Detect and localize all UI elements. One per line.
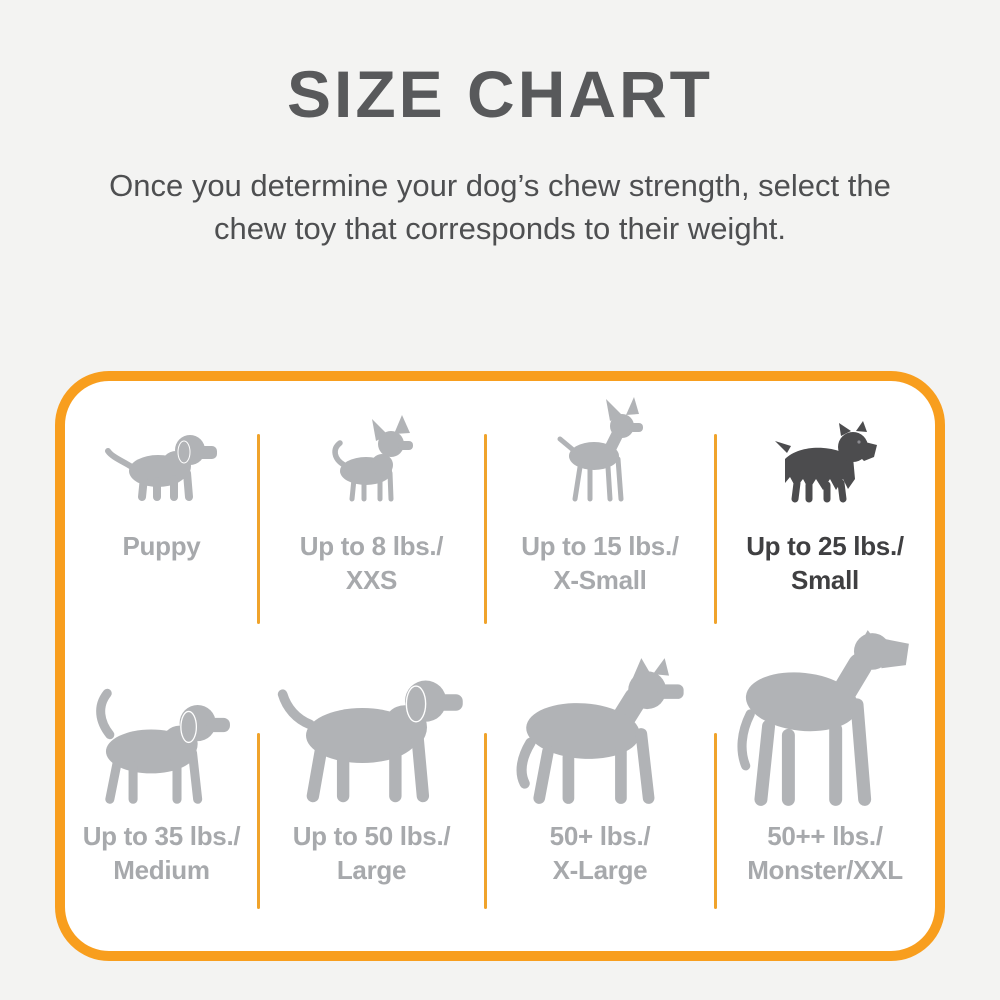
- x-small-dog-icon: [554, 395, 646, 503]
- size-cell-large: Up to 50 lbs./ Large: [258, 631, 485, 951]
- size-cell-small: Up to 25 lbs./ Small: [715, 381, 935, 631]
- size-label: 50+ lbs./ X-Large: [549, 821, 651, 885]
- x-large-dog-icon: [513, 655, 688, 807]
- size-label: 50++ lbs./ Monster/XXL: [747, 821, 903, 885]
- column-divider: [714, 733, 717, 909]
- size-cell-monster-xxl: 50++ lbs./ Monster/XXL: [715, 630, 935, 951]
- size-label: Up to 50 lbs./ Large: [292, 821, 451, 885]
- size-cell-xxs: Up to 8 lbs./ XXS: [258, 381, 485, 631]
- column-divider: [714, 434, 717, 624]
- size-label: Up to 35 lbs./ Medium: [82, 821, 241, 885]
- size-chart-grid: Puppy: [65, 381, 935, 951]
- column-divider: [257, 434, 260, 624]
- page-title: SIZE CHART: [287, 57, 713, 131]
- size-cell-puppy: Puppy: [65, 381, 258, 631]
- column-divider: [484, 733, 487, 909]
- size-chart-card: Puppy: [55, 371, 945, 961]
- column-divider: [484, 434, 487, 624]
- chihuahua-icon: [328, 413, 416, 503]
- size-label: Up to 25 lbs./ Small: [746, 531, 904, 595]
- subtitle-line-1: Once you determine your dog’s chew stren…: [109, 168, 891, 203]
- size-cell-x-large: 50+ lbs./ X-Large: [485, 631, 715, 951]
- beagle-medium-dog-icon: [89, 683, 234, 807]
- size-cell-medium: Up to 35 lbs./ Medium: [65, 631, 258, 951]
- page-subtitle: Once you determine your dog’s chew stren…: [0, 164, 1000, 250]
- size-label: Puppy: [122, 531, 201, 561]
- small-terrier-icon: [771, 419, 879, 503]
- puppy-icon: [104, 431, 220, 503]
- size-label: Up to 15 lbs./ X-Small: [521, 531, 679, 595]
- monster-xxl-dog-icon: [735, 624, 915, 807]
- size-cell-x-small: Up to 15 lbs./ X-Small: [485, 381, 715, 631]
- labrador-large-dog-icon: [277, 675, 467, 807]
- column-divider: [257, 733, 260, 909]
- size-label: Up to 8 lbs./ XXS: [299, 531, 444, 595]
- subtitle-line-2: chew toy that corresponds to their weigh…: [213, 211, 787, 246]
